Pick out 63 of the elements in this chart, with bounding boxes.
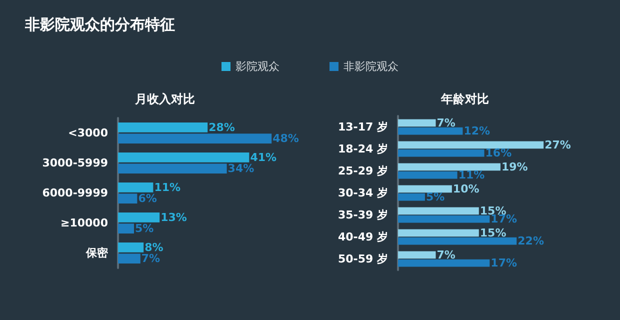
data-label: 16%	[485, 146, 512, 160]
y-tick-label: 30-34 岁	[338, 186, 388, 200]
y-tick-label: 40-49 岁	[338, 230, 388, 244]
legend-label: 影院观众	[236, 60, 280, 73]
bar	[398, 163, 500, 171]
data-label: 5%	[426, 190, 445, 204]
bar	[398, 119, 436, 127]
bar	[118, 254, 140, 264]
y-tick-label: 保密	[85, 246, 109, 260]
data-label: 28%	[208, 120, 235, 134]
bar	[398, 185, 452, 193]
y-tick-label: 3000-5999	[42, 156, 108, 170]
data-label: 11%	[154, 180, 181, 194]
bar	[398, 237, 517, 245]
bar	[398, 207, 479, 215]
bar	[398, 251, 436, 259]
data-label: 13%	[160, 210, 187, 224]
y-tick-label: 13-17 岁	[338, 120, 388, 134]
bar	[398, 171, 458, 179]
bar	[398, 141, 544, 149]
bar	[398, 215, 490, 223]
bar	[398, 229, 479, 237]
data-label: 12%	[464, 124, 490, 138]
data-label: 7%	[141, 252, 160, 266]
data-label: 6%	[138, 192, 157, 206]
data-label: 34%	[228, 162, 254, 176]
data-label: 27%	[544, 138, 571, 152]
bar	[398, 193, 425, 201]
data-label: 11%	[458, 168, 485, 182]
bar	[398, 259, 490, 267]
data-label: 8%	[144, 240, 164, 254]
data-label: 19%	[501, 160, 528, 174]
bar	[118, 182, 154, 192]
bar	[118, 122, 208, 132]
bar	[118, 194, 138, 204]
data-label: 10%	[452, 182, 480, 196]
data-label: 5%	[135, 222, 154, 236]
bar	[118, 224, 134, 234]
data-label: 17%	[490, 256, 518, 270]
data-label: 15%	[480, 226, 506, 240]
data-label: 7%	[436, 248, 456, 262]
chart-title: 非影院观众的分布特征	[24, 16, 175, 34]
y-tick-label: 35-39 岁	[338, 208, 388, 222]
y-tick-label: 6000-9999	[42, 186, 108, 200]
y-tick-label: 25-29 岁	[338, 164, 388, 178]
data-label: 41%	[250, 150, 277, 164]
bar	[118, 134, 272, 144]
data-label: 48%	[272, 132, 299, 146]
bar	[118, 212, 160, 222]
data-label: 22%	[518, 234, 544, 248]
legend-label: 非影院观众	[344, 60, 398, 73]
bar	[118, 242, 144, 252]
y-tick-label: ≥10000	[60, 216, 108, 230]
chart-title: 年龄对比	[440, 92, 489, 106]
bar	[398, 149, 484, 157]
y-tick-label: <3000	[68, 126, 108, 140]
bar	[118, 152, 250, 162]
bar	[118, 164, 227, 174]
y-tick-label: 18-24 岁	[338, 142, 388, 156]
y-tick-label: 50-59 岁	[338, 252, 388, 266]
chart-subtitle: 月收入对比	[134, 92, 195, 106]
data-label: 7%	[436, 116, 456, 130]
bar	[398, 127, 463, 135]
